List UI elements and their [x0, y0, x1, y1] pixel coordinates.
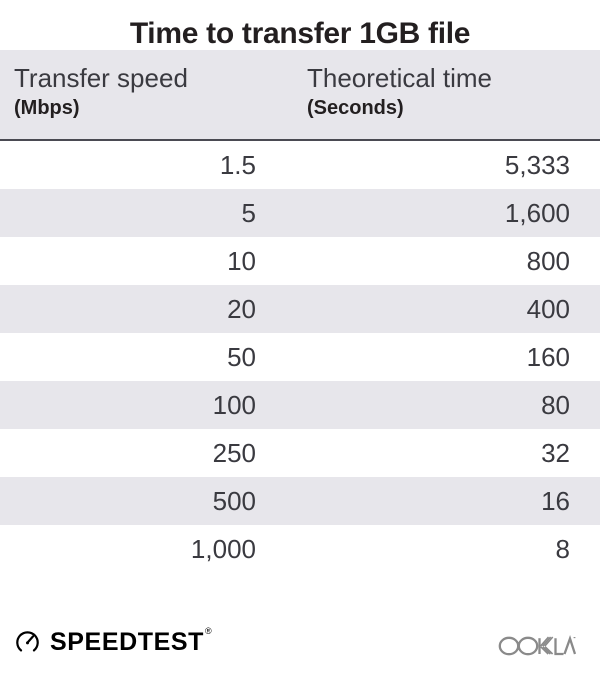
column-header-transfer-speed-label: Transfer speed [14, 63, 188, 93]
cell-transfer-speed: 250 [212, 438, 256, 468]
column-header-transfer-speed-unit: (Mbps) [14, 97, 80, 119]
column-header-theoretical-time-label: Theoretical time [307, 63, 492, 93]
cell-theoretical-time: 80 [541, 390, 570, 420]
table-row: 100 80 [0, 381, 600, 429]
column-header-transfer-speed: Transfer speed (Mbps) [0, 50, 293, 139]
cell-transfer-speed: 20 [227, 294, 256, 324]
cell-theoretical-time: 160 [526, 342, 570, 372]
column-header-theoretical-time-unit: (Seconds) [307, 97, 404, 119]
table-row: 50 160 [0, 333, 600, 381]
page-title: Time to transfer 1GB file [129, 17, 471, 50]
ookla-logo [498, 630, 576, 656]
table-row: 5 1,600 [0, 189, 600, 237]
speedtest-logo: SPEEDTEST® [14, 626, 212, 659]
speedtest-wordmark-text: SPEEDTEST [50, 628, 205, 656]
column-header-theoretical-time: Theoretical time (Seconds) [293, 50, 600, 139]
table-row: 1.5 5,333 [0, 141, 600, 189]
table-row: 10 800 [0, 237, 600, 285]
cell-theoretical-time: 5,333 [504, 150, 570, 180]
table-row: 500 16 [0, 477, 600, 525]
transfer-time-table: Transfer speed (Mbps) Theoretical time (… [0, 50, 600, 573]
cell-theoretical-time: 32 [541, 438, 570, 468]
cell-theoretical-time: 400 [526, 294, 570, 324]
cell-transfer-speed: 5 [241, 198, 256, 228]
cell-theoretical-time: 800 [526, 246, 570, 276]
cell-theoretical-time: 1,600 [504, 198, 570, 228]
cell-transfer-speed: 50 [227, 342, 256, 372]
cell-transfer-speed: 1,000 [190, 534, 256, 564]
table-row: 1,000 8 [0, 525, 600, 573]
cell-theoretical-time: 16 [541, 486, 570, 516]
cell-transfer-speed: 1.5 [219, 150, 256, 180]
table-header-row: Transfer speed (Mbps) Theoretical time (… [0, 50, 600, 141]
footer: SPEEDTEST® [0, 608, 600, 677]
table-row: 250 32 [0, 429, 600, 477]
cell-transfer-speed: 10 [227, 246, 256, 276]
registered-trademark-mark: ® [205, 625, 213, 636]
cell-transfer-speed: 500 [212, 486, 256, 516]
speedtest-wordmark: SPEEDTEST® [50, 626, 212, 656]
table-row: 20 400 [0, 285, 600, 333]
speedometer-icon [14, 627, 41, 659]
cell-theoretical-time: 8 [555, 534, 570, 564]
cell-transfer-speed: 100 [212, 390, 256, 420]
